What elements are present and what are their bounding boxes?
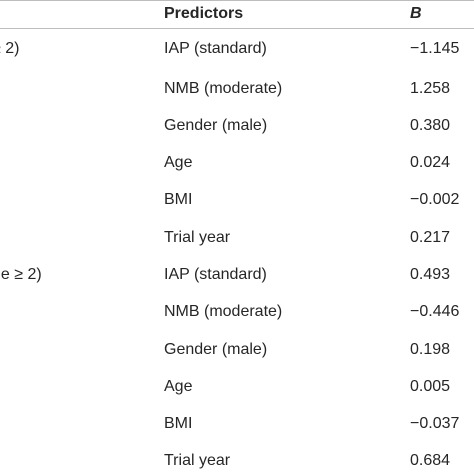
table-row: de ≥ 2) IAP (standard) 0.493: [0, 265, 474, 301]
b-value-cell: 0.024: [410, 154, 451, 171]
table-row: BMI −0.037: [0, 414, 474, 450]
b-value-cell: 0.380: [410, 117, 451, 134]
column-header-b: B: [410, 5, 422, 22]
b-value-cell: 0.684: [410, 452, 451, 469]
b-value-cell: −0.037: [410, 415, 460, 432]
predictor-cell: NMB (moderate): [164, 303, 283, 320]
b-value-cell: −1.145: [410, 40, 460, 57]
table-row: Trial year 0.217: [0, 228, 474, 264]
b-value-cell: −0.002: [410, 191, 460, 208]
predictor-cell: Age: [164, 378, 193, 395]
table-row: Age 0.024: [0, 153, 474, 189]
b-value-cell: 0.005: [410, 378, 451, 395]
predictor-cell: Trial year: [164, 229, 231, 246]
predictor-cell: IAP (standard): [164, 266, 267, 283]
predictor-cell: Gender (male): [164, 117, 268, 134]
b-value-cell: 0.217: [410, 229, 451, 246]
table-row: BMI −0.002: [0, 190, 474, 226]
b-value-cell: 0.493: [410, 266, 451, 283]
table-row: NMB (moderate) −0.446: [0, 302, 474, 338]
group-label: ≥ 2): [0, 40, 20, 57]
table-row: ≥ 2) IAP (standard) −1.145: [0, 39, 474, 75]
b-value-cell: 1.258: [410, 80, 451, 97]
table-row: Trial year 0.684: [0, 451, 474, 474]
predictor-cell: Gender (male): [164, 341, 268, 358]
table-row: Age 0.005: [0, 377, 474, 413]
predictor-cell: Age: [164, 154, 193, 171]
column-header-predictors: Predictors: [164, 5, 244, 22]
predictor-cell: IAP (standard): [164, 40, 267, 57]
table-row: Gender (male) 0.380: [0, 116, 474, 152]
table-top-rule: [0, 0, 474, 1]
table-row: Gender (male) 0.198: [0, 340, 474, 376]
b-value-cell: 0.198: [410, 341, 451, 358]
table-row: NMB (moderate) 1.258: [0, 79, 474, 115]
predictor-cell: Trial year: [164, 452, 231, 469]
b-value-cell: −0.446: [410, 303, 460, 320]
predictor-cell: NMB (moderate): [164, 80, 283, 97]
group-label: de ≥ 2): [0, 266, 42, 283]
predictor-cell: BMI: [164, 415, 193, 432]
header-rule: [0, 28, 474, 29]
predictor-cell: BMI: [164, 191, 193, 208]
